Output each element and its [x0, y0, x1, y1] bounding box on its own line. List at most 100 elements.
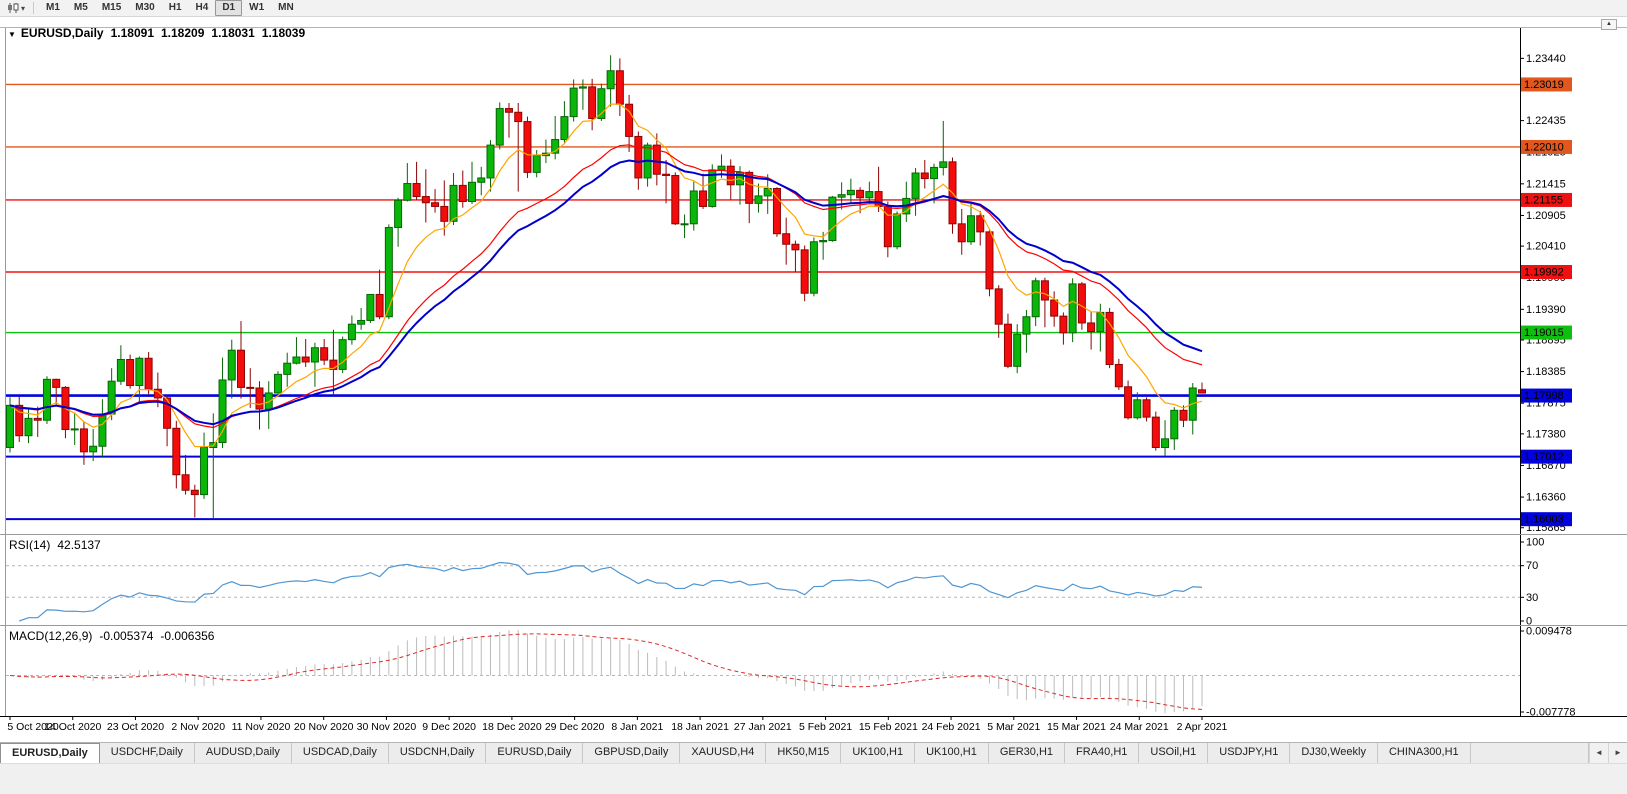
bull-candle [606, 70, 615, 90]
date-label: 15 Mar 2021 [1047, 721, 1106, 733]
bull-candle [578, 86, 587, 89]
bear-candle [671, 174, 680, 225]
tab-scroll-arrows: ◄ ► [1588, 743, 1627, 763]
chart-tab[interactable]: XAUUSD,H4 [680, 743, 767, 763]
hline-price-badge [1521, 192, 1572, 207]
hline-price-badge-label: 1.22010 [1524, 141, 1564, 153]
chart-tab[interactable]: FRA40,H1 [1065, 743, 1140, 763]
chart-tab[interactable]: USDCHF,Daily [100, 743, 195, 763]
tabs-scroll-left-button[interactable]: ◄ [1589, 743, 1608, 763]
date-label: 27 Jan 2021 [734, 721, 792, 733]
bear-candle [320, 347, 329, 361]
chart-tab[interactable]: USDCAD,Daily [292, 743, 389, 763]
bear-candle [421, 196, 430, 204]
bear-candle [1114, 363, 1123, 388]
chart-tab[interactable]: GER30,H1 [989, 743, 1066, 763]
bull-candle [1022, 316, 1031, 335]
timeframe-button-m30[interactable]: M30 [135, 2, 155, 13]
bear-candle [588, 86, 597, 119]
tabs-scroll-right-button[interactable]: ► [1608, 743, 1627, 763]
chart-tab[interactable]: HK50,M15 [766, 743, 842, 763]
bear-candle [1151, 416, 1160, 448]
timeframe-button-h1[interactable]: H1 [168, 2, 182, 13]
bull-candle [966, 215, 975, 243]
macd-histogram [18, 630, 1203, 714]
chart-type-button[interactable]: ▾ [4, 2, 28, 14]
candles-layer [6, 55, 1206, 519]
bear-candle [190, 489, 199, 496]
date-label: 29 Dec 2020 [545, 721, 605, 733]
chart-canvas[interactable]: 1.234401.229901.224351.219251.214151.209… [0, 17, 1627, 742]
date-label: 11 Nov 2020 [232, 721, 291, 733]
timeframe-button-m1[interactable]: M1 [46, 2, 60, 13]
timeframe-button-m15[interactable]: M15 [101, 2, 122, 13]
chart-tab[interactable]: UK100,H1 [841, 743, 916, 763]
bear-candle [144, 357, 153, 390]
chart-tab[interactable]: USOil,H1 [1139, 743, 1209, 763]
bull-candle [911, 172, 920, 199]
bear-candle [976, 215, 985, 233]
chart-tab[interactable]: USDJPY,H1 [1208, 743, 1291, 763]
chart-tab[interactable]: EURUSD,Daily [486, 743, 584, 763]
moving-average-21-line [9, 144, 1203, 429]
hline-price-badge [1521, 325, 1572, 340]
bull-candle [680, 223, 689, 226]
price-axis-label: 1.17380 [1526, 428, 1566, 440]
chart-tab[interactable]: DJ30,Weekly [1290, 743, 1378, 763]
chart-tab[interactable]: AUDUSD,Daily [195, 743, 292, 763]
price-axis-label: 1.21415 [1526, 178, 1566, 190]
timeframe-button-d1[interactable]: D1 [215, 0, 243, 16]
price-axis-label: 1.22435 [1526, 115, 1566, 127]
hline-price-badge-label: 1.16003 [1524, 514, 1564, 526]
chart-tab[interactable]: GBPUSD,Daily [583, 743, 681, 763]
bear-candle [625, 103, 634, 137]
bull-candle [495, 108, 504, 146]
chart-tab[interactable]: USDCNH,Daily [389, 743, 487, 763]
bull-candle [486, 144, 495, 179]
bear-candle [699, 190, 708, 207]
bear-candle [1142, 399, 1151, 418]
chart-tab[interactable]: EURUSD,Daily [0, 743, 100, 763]
bear-candle [1198, 389, 1206, 394]
hline-price-badge-label: 1.17012 [1524, 451, 1564, 463]
bull-candle [403, 183, 412, 201]
bull-candle [449, 184, 458, 222]
bear-candle [79, 428, 88, 453]
bear-candle [412, 183, 421, 198]
moving-average-26-line [9, 159, 1203, 426]
bull-candle [809, 241, 818, 294]
moving-average-8-line [9, 103, 1203, 448]
price-axis-label: 1.23440 [1526, 53, 1566, 65]
timeframe-button-mn[interactable]: MN [278, 2, 294, 13]
hline-price-badge [1521, 265, 1572, 280]
bear-candle [856, 189, 865, 199]
bear-candle [957, 223, 966, 243]
horizontal-lines-layer[interactable] [6, 83, 1520, 521]
bear-candle [329, 359, 338, 370]
chart-tab[interactable]: CHINA300,H1 [1378, 743, 1471, 763]
hline-price-badge-label: 1.17998 [1524, 390, 1564, 402]
price-axis[interactable]: 1.234401.229901.224351.219251.214151.209… [1520, 53, 1572, 534]
price-axis-label: 1.19390 [1526, 304, 1566, 316]
chevron-down-icon: ▾ [21, 3, 26, 13]
date-label: 9 Dec 2020 [422, 721, 476, 733]
bull-candle [930, 166, 939, 180]
scroll-up-button[interactable]: ▲ [1601, 19, 1617, 30]
bear-candle [440, 205, 449, 222]
date-label: 8 Jan 2021 [611, 721, 663, 733]
bull-candle [837, 194, 846, 198]
date-label: 5 Feb 2021 [799, 721, 852, 733]
bull-candle [569, 87, 578, 118]
rsi-axis-label: 100 [1526, 537, 1544, 549]
bull-candle [218, 379, 227, 444]
chart-tab[interactable]: UK100,H1 [915, 743, 989, 763]
bull-candle [283, 362, 292, 375]
chart-tabs-bar: EURUSD,Daily USDCHF,Daily AUDUSD,Daily USDC… [0, 742, 1627, 763]
timeframe-button-h4[interactable]: H4 [195, 2, 209, 13]
timeframe-button-m5[interactable]: M5 [73, 2, 88, 13]
timeframe-button-w1[interactable]: W1 [249, 2, 265, 13]
bull-candle [893, 213, 902, 248]
bear-candle [153, 388, 162, 399]
bull-candle [865, 191, 874, 199]
